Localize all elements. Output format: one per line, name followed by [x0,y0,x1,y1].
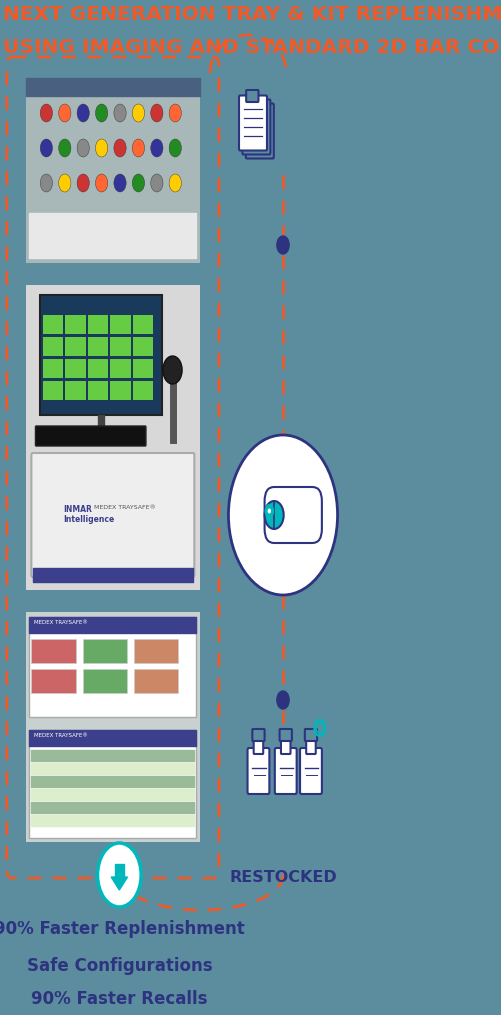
Circle shape [40,104,53,122]
FancyBboxPatch shape [88,381,108,400]
Text: MEDEX TRAYSAFE®: MEDEX TRAYSAFE® [94,505,156,510]
Circle shape [151,104,163,122]
Text: INMAR
Intelligence: INMAR Intelligence [64,505,115,525]
FancyBboxPatch shape [246,104,274,158]
Circle shape [169,139,181,157]
FancyBboxPatch shape [306,737,316,754]
Circle shape [114,174,126,192]
FancyBboxPatch shape [134,639,178,663]
FancyBboxPatch shape [281,737,291,754]
Circle shape [96,104,108,122]
FancyBboxPatch shape [239,95,267,150]
Circle shape [114,104,126,122]
FancyBboxPatch shape [83,669,127,693]
Text: Safe Configurations: Safe Configurations [27,957,212,975]
Circle shape [132,104,145,122]
FancyBboxPatch shape [111,359,131,378]
FancyBboxPatch shape [26,285,200,590]
FancyBboxPatch shape [36,426,146,446]
FancyBboxPatch shape [88,315,108,334]
Circle shape [59,174,71,192]
FancyBboxPatch shape [265,487,322,543]
FancyBboxPatch shape [275,748,297,794]
Circle shape [77,174,89,192]
Circle shape [228,435,338,595]
FancyBboxPatch shape [111,315,131,334]
FancyBboxPatch shape [43,337,64,356]
Circle shape [77,139,89,157]
FancyBboxPatch shape [133,359,153,378]
FancyBboxPatch shape [246,90,259,102]
FancyBboxPatch shape [43,381,64,400]
Circle shape [114,139,126,157]
Circle shape [268,509,271,514]
Text: MEDEX TRAYSAFE®: MEDEX TRAYSAFE® [34,620,88,625]
FancyBboxPatch shape [300,748,322,794]
FancyBboxPatch shape [66,315,86,334]
Circle shape [132,174,145,192]
Circle shape [265,504,274,518]
FancyBboxPatch shape [305,729,317,741]
Circle shape [40,139,53,157]
Circle shape [265,501,284,529]
Text: NEXT GENERATION TRAY & KIT REPLENISHMENT: NEXT GENERATION TRAY & KIT REPLENISHMENT [4,5,501,24]
Circle shape [132,139,145,157]
FancyBboxPatch shape [32,669,76,693]
Text: RESTOCKED: RESTOCKED [229,870,337,885]
FancyBboxPatch shape [43,315,64,334]
FancyBboxPatch shape [133,315,153,334]
Circle shape [277,691,289,709]
FancyBboxPatch shape [133,337,153,356]
Text: USING IMAGING AND STANDARD 2D BAR CODES: USING IMAGING AND STANDARD 2D BAR CODES [4,38,501,57]
Polygon shape [267,515,272,522]
FancyBboxPatch shape [111,381,131,400]
Circle shape [169,174,181,192]
Circle shape [163,356,182,384]
FancyBboxPatch shape [88,359,108,378]
FancyBboxPatch shape [134,669,178,693]
Circle shape [40,174,53,192]
FancyBboxPatch shape [66,381,86,400]
FancyBboxPatch shape [254,737,263,754]
FancyBboxPatch shape [111,337,131,356]
Circle shape [98,843,141,907]
FancyBboxPatch shape [253,729,265,741]
FancyBboxPatch shape [66,337,86,356]
Circle shape [77,104,89,122]
Circle shape [151,139,163,157]
FancyBboxPatch shape [30,730,196,838]
Circle shape [151,174,163,192]
FancyBboxPatch shape [40,295,162,415]
FancyBboxPatch shape [32,639,76,663]
Circle shape [277,236,289,254]
Polygon shape [111,877,128,890]
FancyBboxPatch shape [26,78,200,263]
FancyBboxPatch shape [43,359,64,378]
FancyBboxPatch shape [30,617,196,717]
Circle shape [59,139,71,157]
Circle shape [96,174,108,192]
FancyBboxPatch shape [26,612,200,842]
FancyBboxPatch shape [32,453,194,577]
Circle shape [96,139,108,157]
FancyBboxPatch shape [242,99,271,154]
Text: 90% Faster Recalls: 90% Faster Recalls [31,990,207,1008]
FancyBboxPatch shape [280,729,292,741]
FancyBboxPatch shape [83,639,127,663]
Text: MEDEX TRAYSAFE®: MEDEX TRAYSAFE® [34,733,88,738]
FancyBboxPatch shape [133,381,153,400]
Text: 90% Faster Replenishment: 90% Faster Replenishment [0,920,244,938]
Circle shape [59,104,71,122]
FancyBboxPatch shape [88,337,108,356]
FancyBboxPatch shape [66,359,86,378]
Circle shape [169,104,181,122]
FancyBboxPatch shape [247,748,270,794]
